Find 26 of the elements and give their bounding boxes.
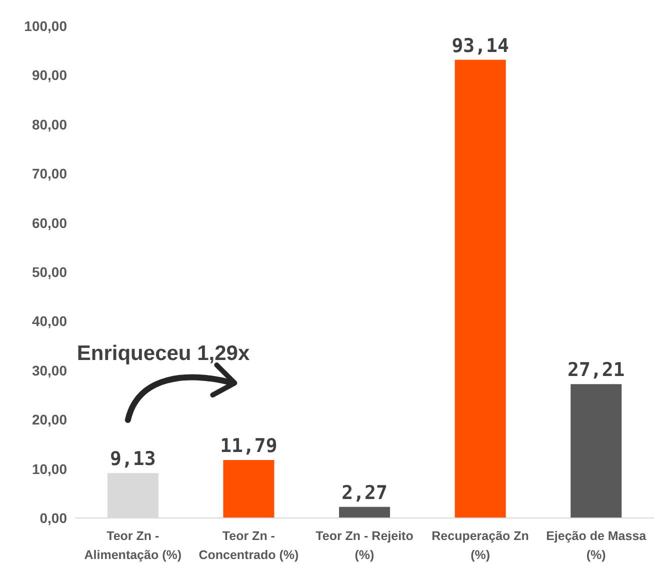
x-tick-label: Teor Zn - Alimentação (%) <box>84 529 182 562</box>
y-tick-label: 80,00 <box>32 116 68 132</box>
bar <box>570 384 622 518</box>
data-label: 2,27 <box>342 482 388 504</box>
x-tick-label: Teor Zn - Rejeito (%) <box>316 529 414 562</box>
y-tick-label: 50,00 <box>32 264 68 280</box>
data-label: 11,79 <box>220 434 278 457</box>
data-label: 93,14 <box>452 34 509 57</box>
annotation: Enriqueceu 1,29x <box>76 342 250 365</box>
data-label: 9,13 <box>110 448 156 470</box>
x-tick-label: Teor Zn - Concentrado (%) <box>198 529 299 562</box>
y-tick-label: 0,00 <box>40 510 68 526</box>
bar <box>339 506 390 518</box>
x-tick-label: Ejeção de Massa (%) <box>546 529 648 562</box>
y-tick-label: 30,00 <box>32 362 68 378</box>
x-tick-label: Recuperação Zn (%) <box>432 529 529 562</box>
y-tick-label: 60,00 <box>32 214 68 231</box>
bar <box>454 60 506 518</box>
y-tick-label: 10,00 <box>32 460 68 477</box>
data-label: 27,21 <box>568 359 625 382</box>
y-tick-label: 40,00 <box>32 313 68 330</box>
y-tick-label: 70,00 <box>32 166 68 182</box>
y-tick-label: 100,00 <box>24 18 68 34</box>
bar <box>223 460 274 518</box>
y-tick-label: 20,00 <box>32 412 68 428</box>
y-tick-label: 90,00 <box>32 67 68 84</box>
